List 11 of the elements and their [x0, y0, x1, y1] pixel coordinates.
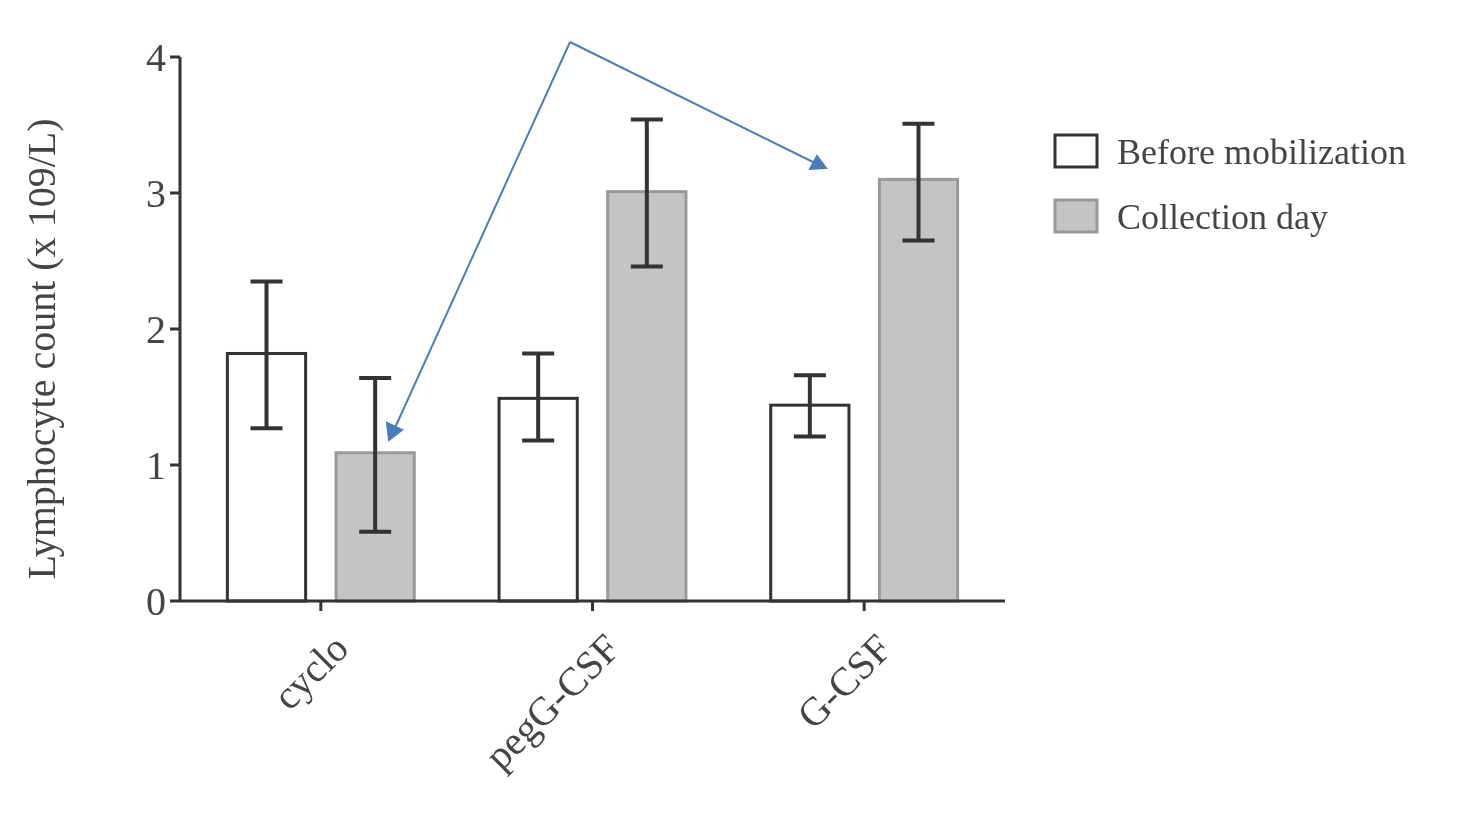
y-axis-title: Lymphocyte count (x 109/L) [19, 118, 64, 580]
bar [877, 177, 960, 603]
legend-label: Before mobilization [1117, 131, 1406, 172]
y-tick-label: 1 [146, 443, 166, 488]
legend-label: Collection day [1117, 196, 1328, 237]
y-tick-label: 0 [146, 579, 166, 624]
y-tick-label: 2 [146, 307, 166, 352]
x-tick-label: cyclo [263, 625, 357, 719]
y-tick-label: 4 [146, 35, 166, 80]
bar [606, 190, 688, 603]
y-tick-label: 3 [146, 171, 166, 216]
